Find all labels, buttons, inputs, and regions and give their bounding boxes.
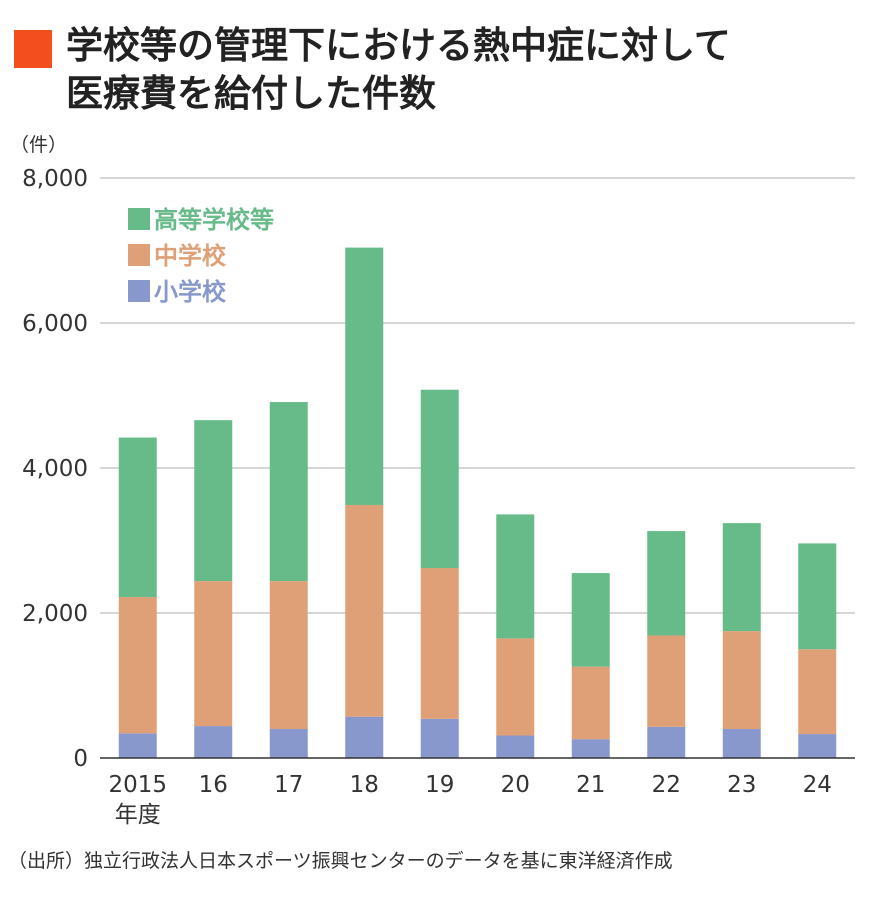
y-axis-unit-label: （件） <box>10 134 68 156</box>
legend-swatch <box>128 280 150 302</box>
bar-segment <box>798 734 837 758</box>
x-tick-label: 18 <box>350 772 379 798</box>
bar-segment <box>269 581 308 729</box>
y-tick-label: 2,000 <box>22 601 88 627</box>
x-tick-label: 2015 <box>108 772 167 798</box>
legend-label: 中学校 <box>154 242 227 270</box>
legend-swatch <box>128 244 150 266</box>
bar-segment <box>571 573 610 667</box>
bar-segment <box>647 531 686 636</box>
bar-segment <box>798 543 837 650</box>
bar-segment <box>571 739 610 758</box>
bar-segment <box>345 716 384 758</box>
bar-segment <box>647 726 686 758</box>
x-tick-label: 24 <box>803 772 832 798</box>
legend-label: 高等学校等 <box>154 206 274 234</box>
y-tick-label: 8,000 <box>22 166 88 192</box>
bar-segment <box>118 437 157 598</box>
source-note: （出所）独立行政法人日本スポーツ振興センターのデータを基に東洋経済作成 <box>8 850 673 872</box>
bar-segment <box>496 514 535 639</box>
bar-segment <box>420 389 459 569</box>
bar-segment <box>496 735 535 758</box>
bar-segment <box>722 631 761 729</box>
bar-segment <box>420 718 459 758</box>
bar-segment <box>118 733 157 758</box>
x-tick-label: 16 <box>199 772 228 798</box>
bar-segment <box>194 420 233 582</box>
bar-segment <box>345 247 384 505</box>
bar-segment <box>269 729 308 758</box>
bar-segment <box>722 729 761 758</box>
chart-title: 学校等の管理下における熱中症に対して 医療費を給付した件数 <box>66 22 846 118</box>
x-tick-label: 21 <box>576 772 605 798</box>
bars-layer <box>118 247 837 758</box>
legend-swatch <box>128 208 150 230</box>
x-tick-label: 23 <box>727 772 756 798</box>
x-tick-label-suffix: 年度 <box>115 802 161 828</box>
y-tick-label: 4,000 <box>22 456 88 482</box>
bar-segment <box>496 638 535 736</box>
x-tick-label: 22 <box>652 772 681 798</box>
title-marker-square <box>14 30 52 68</box>
y-tick-label: 6,000 <box>22 311 88 337</box>
chart-title-line-1: 学校等の管理下における熱中症に対して <box>66 24 731 67</box>
bar-segment <box>345 504 384 717</box>
x-tick-label: 17 <box>274 772 303 798</box>
legend-label: 小学校 <box>154 278 227 306</box>
bar-segment <box>269 402 308 582</box>
bar-segment <box>420 568 459 719</box>
x-tick-label: 20 <box>501 772 530 798</box>
bar-segment <box>722 523 761 632</box>
bar-segment <box>194 581 233 727</box>
bar-segment <box>194 726 233 758</box>
bar-segment <box>118 597 157 734</box>
bar-segment <box>647 635 686 727</box>
axis-layer: 0 2,000 4,000 6,000 8,000 2015 年度 16 17 18 19 20 21 2… <box>22 166 855 828</box>
bar-segment <box>798 649 837 735</box>
x-tick-label: 19 <box>425 772 454 798</box>
y-tick-label: 0 <box>73 746 88 772</box>
bar-segment <box>571 666 610 740</box>
chart-title-line-2: 医療費を給付した件数 <box>66 72 436 115</box>
